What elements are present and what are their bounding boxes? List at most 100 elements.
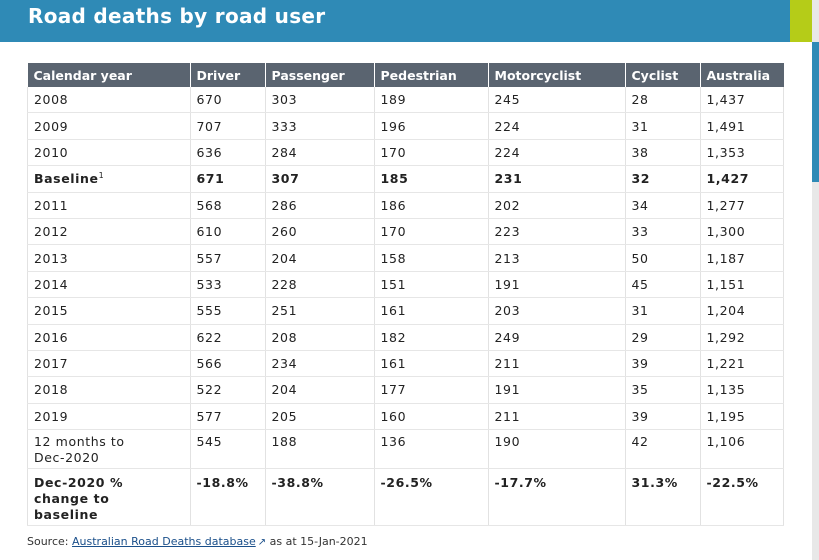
table-row: 2019 577 205 160 211 39 1,195 [27,403,784,431]
table-row: 2018 522 204 177 191 35 1,135 [27,376,784,404]
table-cell: 191 [488,376,626,404]
row-label-cell: 2010 [27,139,191,167]
table-cell: 251 [265,297,375,325]
table-row: 2016 622 208 182 249 29 1,292 [27,324,784,351]
table-cell: 1,437 [700,87,784,114]
table-row: 2009 707 333 196 224 31 1,491 [27,112,784,140]
scrollbar-thumb[interactable] [812,42,819,182]
table-cell: 189 [374,87,489,114]
table-cell: -18.8% [190,468,266,527]
row-label-cell: 2015 [27,297,191,325]
table-cell: 34 [625,192,701,219]
table-cell: 568 [190,192,266,219]
table-cell: 1,151 [700,271,784,299]
row-label-cell: 2018 [27,376,191,404]
table-cell: 39 [625,403,701,431]
table-cell: 284 [265,139,375,167]
table-cell: 231 [488,165,626,193]
table-cell: 1,187 [700,244,784,272]
table-cell: 32 [625,165,701,193]
table-cell: 211 [488,403,626,431]
row-label-cell: 2016 [27,324,191,351]
column-header: Australia [700,63,784,87]
source-suffix: as at 15-Jan-2021 [269,535,368,548]
table-cell: -22.5% [700,468,784,527]
table-row: 2010 636 284 170 224 38 1,353 [27,139,784,167]
table-cell: 1,195 [700,403,784,431]
table-cell: 39 [625,350,701,378]
column-header: Cyclist [625,63,701,87]
table-cell: 522 [190,376,266,404]
table-cell: 1,221 [700,350,784,378]
table-cell: 1,491 [700,112,784,140]
table-cell: 1,353 [700,139,784,167]
table-cell: 38 [625,139,701,167]
table-cell: 1,427 [700,165,784,193]
table-cell: 610 [190,218,266,246]
table-cell: 31 [625,297,701,325]
table-cell: 223 [488,218,626,246]
row-label-cell: Baseline1 [27,165,191,193]
table-row: 2008 670 303 189 245 28 1,437 [27,87,784,114]
table-cell: 29 [625,324,701,351]
table-cell: 545 [190,429,266,470]
source-link[interactable]: Australian Road Deaths database [72,535,256,548]
row-label-cell: 2009 [27,112,191,140]
table-cell: 186 [374,192,489,219]
row-label-cell: 2014 [27,271,191,299]
source-note: Source: Australian Road Deaths database ↗… [27,535,368,548]
table-cell: 177 [374,376,489,404]
external-link-icon[interactable]: ↗ [257,537,267,548]
table-cell: 1,106 [700,429,784,470]
table-cell: 31.3% [625,468,701,527]
table-row: 2017 566 234 161 211 39 1,221 [27,350,784,378]
table-cell: 45 [625,271,701,299]
table-row: Dec-2020 % change to baseline -18.8% -38.8… [27,468,784,527]
table-cell: 182 [374,324,489,351]
table-row: Baseline1 671 307 185 231 32 1,427 [27,165,784,193]
table-cell: 204 [265,376,375,404]
table-cell: 188 [265,429,375,470]
table-cell: 245 [488,87,626,114]
table-cell: -38.8% [265,468,375,527]
table-cell: 636 [190,139,266,167]
table-row: 2013 557 204 158 213 50 1,187 [27,244,784,272]
footnote-marker: 1 [98,171,105,181]
road-deaths-table: Calendar year Driver Passenger Pedestria… [27,63,784,527]
row-label-cell: 2019 [27,403,191,431]
table-cell: 213 [488,244,626,272]
source-prefix: Source: [27,535,69,548]
table-cell: 670 [190,87,266,114]
table-cell: 208 [265,324,375,351]
row-label-cell: Dec-2020 % change to baseline [27,468,191,527]
table-cell: 1,135 [700,376,784,404]
table-cell: 33 [625,218,701,246]
table-cell: 204 [265,244,375,272]
page-title: Road deaths by road user [28,4,326,28]
table-cell: 234 [265,350,375,378]
table-cell: 555 [190,297,266,325]
table-cell: 161 [374,297,489,325]
table-cell: 190 [488,429,626,470]
table-cell: 203 [488,297,626,325]
table-cell: 160 [374,403,489,431]
table-cell: 161 [374,350,489,378]
row-label-cell: 2008 [27,87,191,114]
table-cell: 224 [488,139,626,167]
table-cell: 151 [374,271,489,299]
row-label-cell: 2012 [27,218,191,246]
row-label-cell: 2011 [27,192,191,219]
table-cell: 31 [625,112,701,140]
table-cell: 170 [374,139,489,167]
table-row: 2015 555 251 161 203 31 1,204 [27,297,784,325]
page-header: Road deaths by road user [0,0,790,42]
table-cell: 286 [265,192,375,219]
table-cell: 35 [625,376,701,404]
column-header: Calendar year [27,63,191,87]
column-header: Pedestrian [374,63,489,87]
table-cell: 1,204 [700,297,784,325]
scrollbar-track[interactable] [812,0,819,560]
table-cell: 260 [265,218,375,246]
table-cell: 1,292 [700,324,784,351]
table-cell: 303 [265,87,375,114]
